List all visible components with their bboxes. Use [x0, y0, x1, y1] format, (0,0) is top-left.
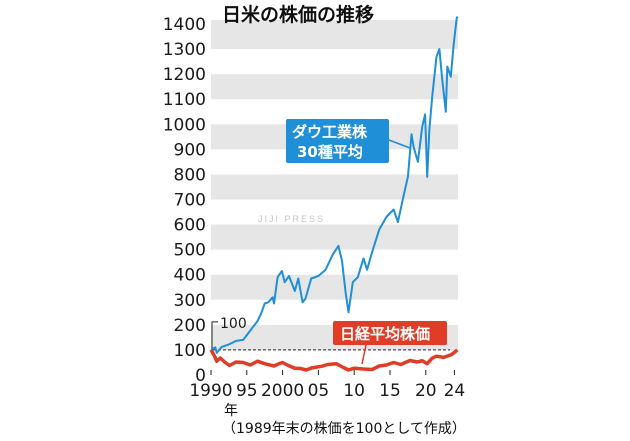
y-tick-label: 700	[174, 191, 206, 211]
y-tick-label: 1100	[163, 90, 206, 110]
grid-band	[211, 224, 458, 250]
y-tick-label: 800	[174, 165, 206, 185]
x-tick-label: 10	[343, 381, 365, 401]
reference-label: 100	[220, 316, 247, 332]
x-tick-label: 15	[379, 381, 401, 401]
dow-callout-line-2: 30種平均	[297, 143, 363, 161]
x-tick-label: 95	[236, 381, 258, 401]
y-tick-label: 1400	[163, 15, 206, 35]
x-tick-label: 20	[415, 381, 437, 401]
y-tick-label: 400	[174, 266, 206, 286]
y-tick-label: 500	[174, 241, 206, 261]
y-tick-label: 0	[195, 366, 206, 386]
grid-band	[211, 20, 458, 36]
grid-band	[211, 74, 458, 100]
x-tick-label: 1990	[189, 381, 232, 401]
dow-callout-line-1: ダウ工業株	[292, 123, 368, 141]
y-tick-label: 1300	[163, 40, 206, 60]
y-tick-label: 1000	[163, 115, 206, 135]
series-lines	[209, 16, 459, 372]
watermark: JIJI PRESS	[258, 214, 325, 224]
x-tick-label: 05	[308, 381, 330, 401]
grid-band	[211, 174, 458, 200]
y-tick-label: 100	[174, 341, 206, 361]
x-tick-label: 2000	[261, 381, 304, 401]
y-tick-label: 200	[174, 316, 206, 336]
chart-note: （1989年末の株価を100として作成）	[222, 421, 466, 437]
x-unit-label: 年	[224, 403, 238, 419]
x-axis: 1990 95 2000 05 10 15 20 24	[189, 370, 465, 401]
dow-callout-pointer	[388, 139, 411, 149]
grid-band	[211, 274, 458, 300]
grid-bands	[211, 20, 458, 350]
dow-callout-box	[286, 119, 389, 163]
nikkei-callout-pointer	[361, 344, 367, 365]
dow-series-line	[210, 16, 459, 354]
y-tick-label: 600	[174, 216, 206, 236]
reference-bracket	[211, 321, 218, 350]
x-tick-label: 24	[444, 381, 466, 401]
chart-title: 日米の株価の推移	[222, 3, 374, 26]
nikkei-callout-text: 日経平均株価	[340, 325, 430, 343]
nikkei-series-line	[209, 348, 459, 372]
y-tick-label: 900	[174, 140, 206, 160]
y-axis: 0 100 200 300 400 500 600 700 800 900 1000 1100 1200…	[163, 15, 206, 386]
y-tick-label: 1200	[163, 65, 206, 85]
dow-callout: ダウ工業株 30種平均	[286, 119, 411, 163]
y-tick-label: 300	[174, 291, 206, 311]
nikkei-callout-box	[333, 321, 447, 345]
nikkei-callout: 日経平均株価	[333, 321, 447, 365]
